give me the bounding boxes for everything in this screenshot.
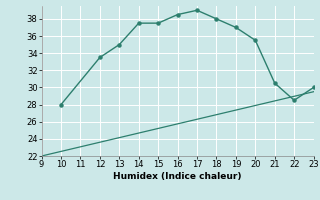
X-axis label: Humidex (Indice chaleur): Humidex (Indice chaleur) (113, 172, 242, 181)
